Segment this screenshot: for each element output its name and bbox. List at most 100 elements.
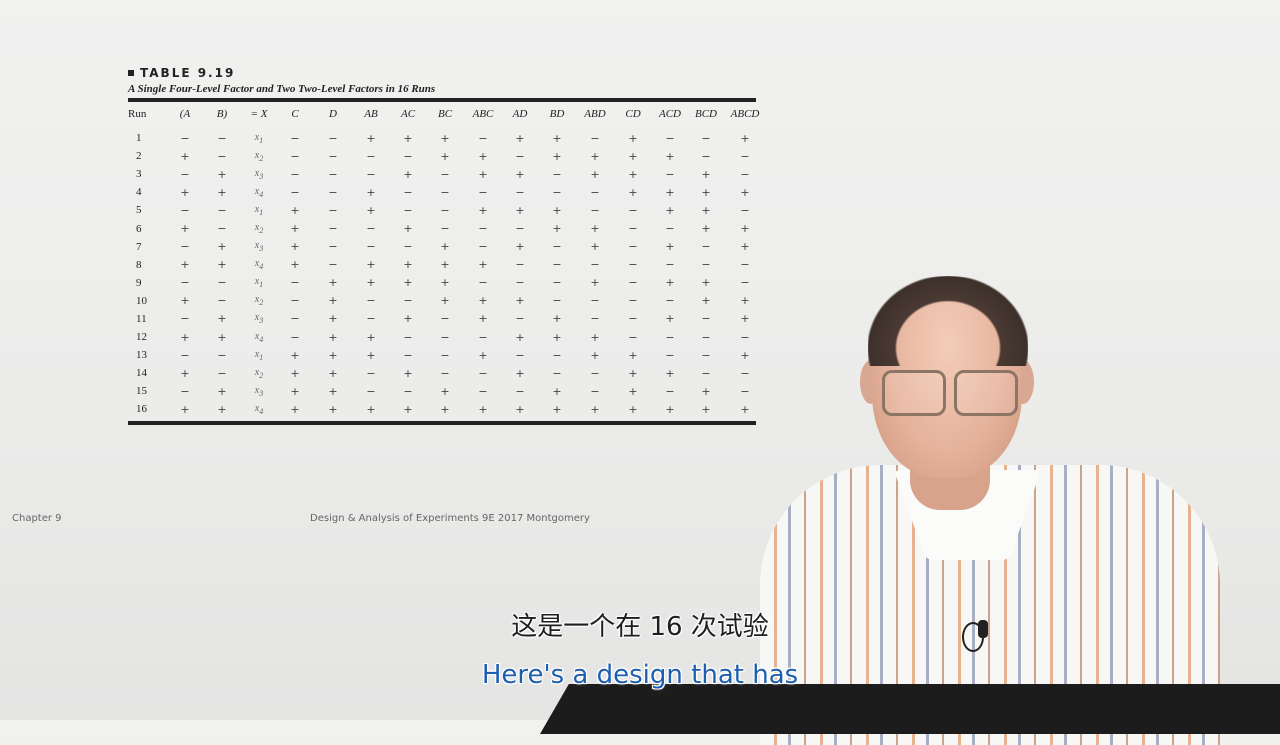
sign-cell: + <box>328 402 338 416</box>
column-header-4: C <box>291 108 299 120</box>
sign-cell: − <box>740 167 750 181</box>
sign-cell: − <box>478 185 488 199</box>
sign-cell: + <box>740 222 750 236</box>
sign-cell: + <box>515 366 525 380</box>
sign-cell: − <box>628 222 638 236</box>
sign-cell: − <box>515 258 525 272</box>
sign-cell: + <box>217 240 227 254</box>
sign-cell: + <box>290 240 300 254</box>
run-number-cell: 2 <box>136 150 142 163</box>
sign-cell: − <box>740 366 750 380</box>
table-row: 4 + + x4 − − + − − − − − − + + + + <box>128 183 766 201</box>
sign-cell: − <box>403 149 413 163</box>
x-level-cell: x4 <box>254 402 264 416</box>
sign-cell: + <box>328 348 338 362</box>
sign-cell: + <box>740 240 750 254</box>
run-number-cell: 9 <box>136 276 142 289</box>
sign-cell: − <box>515 222 525 236</box>
sign-cell: + <box>478 167 488 181</box>
sign-cell: − <box>740 203 750 217</box>
sign-cell: + <box>217 330 227 344</box>
sign-cell: − <box>478 330 488 344</box>
sign-cell: + <box>665 185 675 199</box>
sign-cell: + <box>217 258 227 272</box>
sign-cell: − <box>440 167 450 181</box>
sign-cell: + <box>665 276 675 290</box>
sign-cell: + <box>403 402 413 416</box>
table-body: 1 − − x1 − − + + + − + + − + − − +2 + − x2 − − − − + + − + + + + − − 3 − + x… <box>128 126 766 419</box>
sign-cell: − <box>590 203 600 217</box>
sign-cell: − <box>590 366 600 380</box>
sign-cell: + <box>478 294 488 308</box>
sign-cell: + <box>440 402 450 416</box>
sign-cell: − <box>440 185 450 199</box>
sign-cell: − <box>440 348 450 362</box>
table-label-text: TABLE 9.19 <box>140 66 236 80</box>
x-level-cell: x3 <box>254 240 264 254</box>
sign-cell: − <box>328 222 338 236</box>
sign-cell: − <box>180 276 190 290</box>
table-row: 7 − + x3 + − − − + − + − + − + − + <box>128 238 766 256</box>
sign-cell: + <box>290 384 300 398</box>
sign-cell: − <box>628 276 638 290</box>
sign-cell: − <box>552 167 562 181</box>
sign-cell: − <box>180 203 190 217</box>
sign-cell: − <box>328 185 338 199</box>
sign-cell: + <box>290 203 300 217</box>
sign-cell: + <box>440 240 450 254</box>
x-level-cell: x3 <box>254 384 264 398</box>
column-header-5: D <box>329 108 337 120</box>
x-level-cell: x4 <box>254 185 264 199</box>
run-number-cell: 10 <box>136 294 147 307</box>
sign-cell: − <box>217 276 227 290</box>
sign-cell: − <box>290 185 300 199</box>
sign-cell: − <box>590 258 600 272</box>
sign-cell: + <box>552 384 562 398</box>
x-level-cell: x2 <box>254 294 264 308</box>
sign-cell: − <box>552 348 562 362</box>
column-header-13: CD <box>625 108 641 120</box>
microphone-body <box>978 620 988 638</box>
sign-cell: + <box>290 258 300 272</box>
run-number-cell: 12 <box>136 331 147 344</box>
sign-cell: − <box>701 330 711 344</box>
sign-cell: − <box>628 203 638 217</box>
sign-cell: − <box>290 149 300 163</box>
sign-cell: + <box>366 276 376 290</box>
sign-cell: − <box>366 294 376 308</box>
column-header-14: ACD <box>659 108 681 120</box>
sign-cell: − <box>701 149 711 163</box>
sign-cell: + <box>628 384 638 398</box>
sign-cell: − <box>701 366 711 380</box>
sign-cell: + <box>478 312 488 326</box>
x-level-cell: x1 <box>254 131 264 145</box>
sign-cell: − <box>440 203 450 217</box>
design-table: Run (A B) = X C D AB AC BC ABC AD BD ABD CD ACD BCD ABCD… <box>128 102 766 419</box>
table-header-row: Run (A B) = X C D AB AC BC ABC AD BD ABD CD ACD BCD ABCD <box>128 102 766 126</box>
sign-cell: − <box>665 384 675 398</box>
sign-cell: − <box>403 294 413 308</box>
sign-cell: + <box>701 167 711 181</box>
sign-cell: − <box>701 312 711 326</box>
column-header-9: ABC <box>472 108 494 120</box>
sign-cell: − <box>515 185 525 199</box>
sign-cell: − <box>217 131 227 145</box>
sign-cell: + <box>552 203 562 217</box>
table-row: 12 + + x4 − + + − − − + + + − − − − <box>128 328 766 346</box>
table-row: 16 + + x4 + + + + + + + + + + + + + <box>128 400 766 418</box>
table-row: 11 − + x3 − + − + − + − + − − + − + <box>128 310 766 328</box>
sign-cell: + <box>590 222 600 236</box>
sign-cell: + <box>180 402 190 416</box>
sign-cell: − <box>515 348 525 362</box>
sign-cell: + <box>515 131 525 145</box>
sign-cell: − <box>328 131 338 145</box>
sign-cell: − <box>403 203 413 217</box>
column-header-3: = X <box>250 108 268 120</box>
sign-cell: − <box>665 167 675 181</box>
subtitle-english: Here's a design that has <box>481 660 799 690</box>
sign-cell: + <box>478 348 488 362</box>
sign-cell: + <box>515 203 525 217</box>
sign-cell: − <box>328 203 338 217</box>
sign-cell: + <box>701 222 711 236</box>
sign-cell: − <box>217 366 227 380</box>
